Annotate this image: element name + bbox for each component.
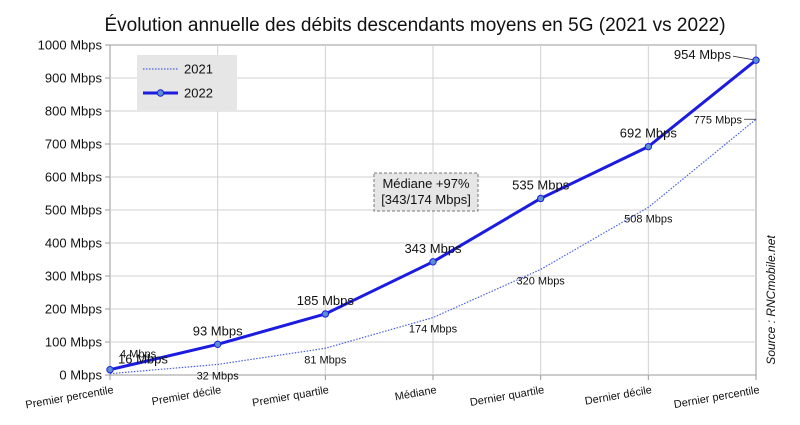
- series-2022-point: [321, 310, 330, 318]
- data-label-2022: 535 Mbps: [512, 177, 570, 192]
- y-tick-label: 500 Mbps: [45, 203, 103, 218]
- data-label-2022: 185 Mbps: [297, 293, 355, 308]
- y-tick-label: 900 Mbps: [45, 71, 103, 86]
- y-tick-label: 600 Mbps: [45, 170, 103, 185]
- label-leaders: [732, 55, 757, 120]
- data-label-2021: 174 Mbps: [409, 324, 458, 336]
- y-tick-label: 100 Mbps: [45, 335, 103, 350]
- y-tick-label: 1000 Mbps: [38, 38, 103, 53]
- annotation-line-1: Médiane +97%: [382, 176, 470, 191]
- series-2022-point: [644, 142, 653, 151]
- data-label-2022: 692 Mbps: [620, 126, 678, 141]
- series-2022-point: [429, 258, 437, 266]
- data-label-2021: 508 Mbps: [624, 213, 673, 225]
- data-label-2021: 81 Mbps: [304, 354, 347, 366]
- series-2022-point: [536, 194, 545, 203]
- chart-title: Évolution annuelle des débits descendant…: [104, 15, 725, 36]
- annotation-box: [373, 172, 479, 212]
- data-label-2022: 93 Mbps: [193, 323, 243, 338]
- series-2022: [106, 56, 760, 374]
- legend: 2021 2022: [137, 55, 237, 111]
- legend-marker-2022: [156, 89, 165, 97]
- series-2021: [109, 118, 757, 375]
- y-tick-label: 800 Mbps: [45, 104, 103, 119]
- legend-label-2021: 2021: [184, 62, 213, 77]
- y-tick-label: 200 Mbps: [45, 302, 103, 317]
- data-labels: 16 Mbps 93 Mbps 185 Mbps 343 Mbps 535 Mbps 69…: [118, 47, 742, 382]
- y-tick-label: 300 Mbps: [45, 269, 103, 284]
- series-2022-point: [213, 340, 222, 349]
- y-tick-label: 700 Mbps: [45, 137, 103, 152]
- data-label-2022: 16 Mbps: [118, 352, 168, 367]
- data-label-2021: 775 Mbps: [694, 114, 743, 126]
- annotation: Médiane +97% [343/174 Mbps]: [373, 172, 479, 212]
- data-label-2022: 954 Mbps: [674, 47, 732, 62]
- series-2021-line: [109, 118, 757, 375]
- data-label-2021: 320 Mbps: [517, 275, 566, 287]
- y-tick-label: 400 Mbps: [45, 236, 103, 251]
- y-axis: 0 Mbps 100 Mbps 200 Mbps 300 Mbps 400 Mbps 50…: [38, 38, 110, 383]
- source-credit: Source : RNCmobile.net: [764, 235, 778, 365]
- series-2022-point: [752, 56, 760, 64]
- y-tick-label: 0 Mbps: [59, 368, 102, 383]
- annotation-line-2: [343/174 Mbps]: [381, 192, 471, 207]
- legend-box: [137, 55, 237, 111]
- data-label-2021: 32 Mbps: [197, 370, 240, 382]
- legend-label-2022: 2022: [184, 86, 213, 101]
- series-2022-point: [106, 366, 114, 374]
- data-label-2022: 343 Mbps: [404, 241, 462, 256]
- data-label-2021: 4 Mbps: [120, 349, 157, 361]
- label-leader-2022: [732, 55, 757, 61]
